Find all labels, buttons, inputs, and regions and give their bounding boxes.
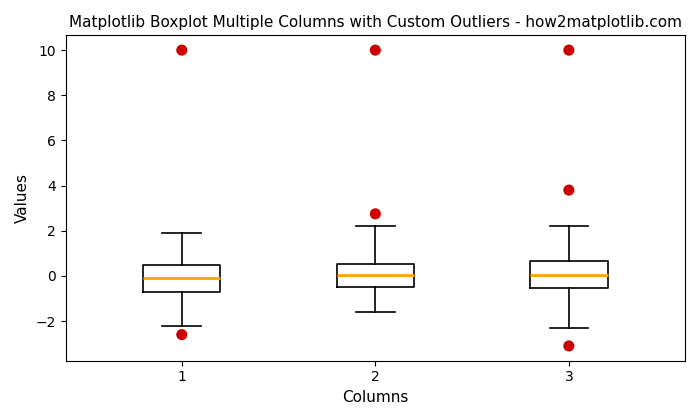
X-axis label: Columns: Columns bbox=[342, 390, 409, 405]
Y-axis label: Values: Values bbox=[15, 173, 30, 223]
Title: Matplotlib Boxplot Multiple Columns with Custom Outliers - how2matplotlib.com: Matplotlib Boxplot Multiple Columns with… bbox=[69, 15, 682, 30]
Point bbox=[176, 331, 188, 338]
Point bbox=[176, 47, 188, 53]
Point bbox=[370, 210, 381, 217]
Point bbox=[370, 47, 381, 53]
Point bbox=[564, 187, 575, 194]
Point bbox=[564, 343, 575, 349]
Point bbox=[564, 47, 575, 53]
